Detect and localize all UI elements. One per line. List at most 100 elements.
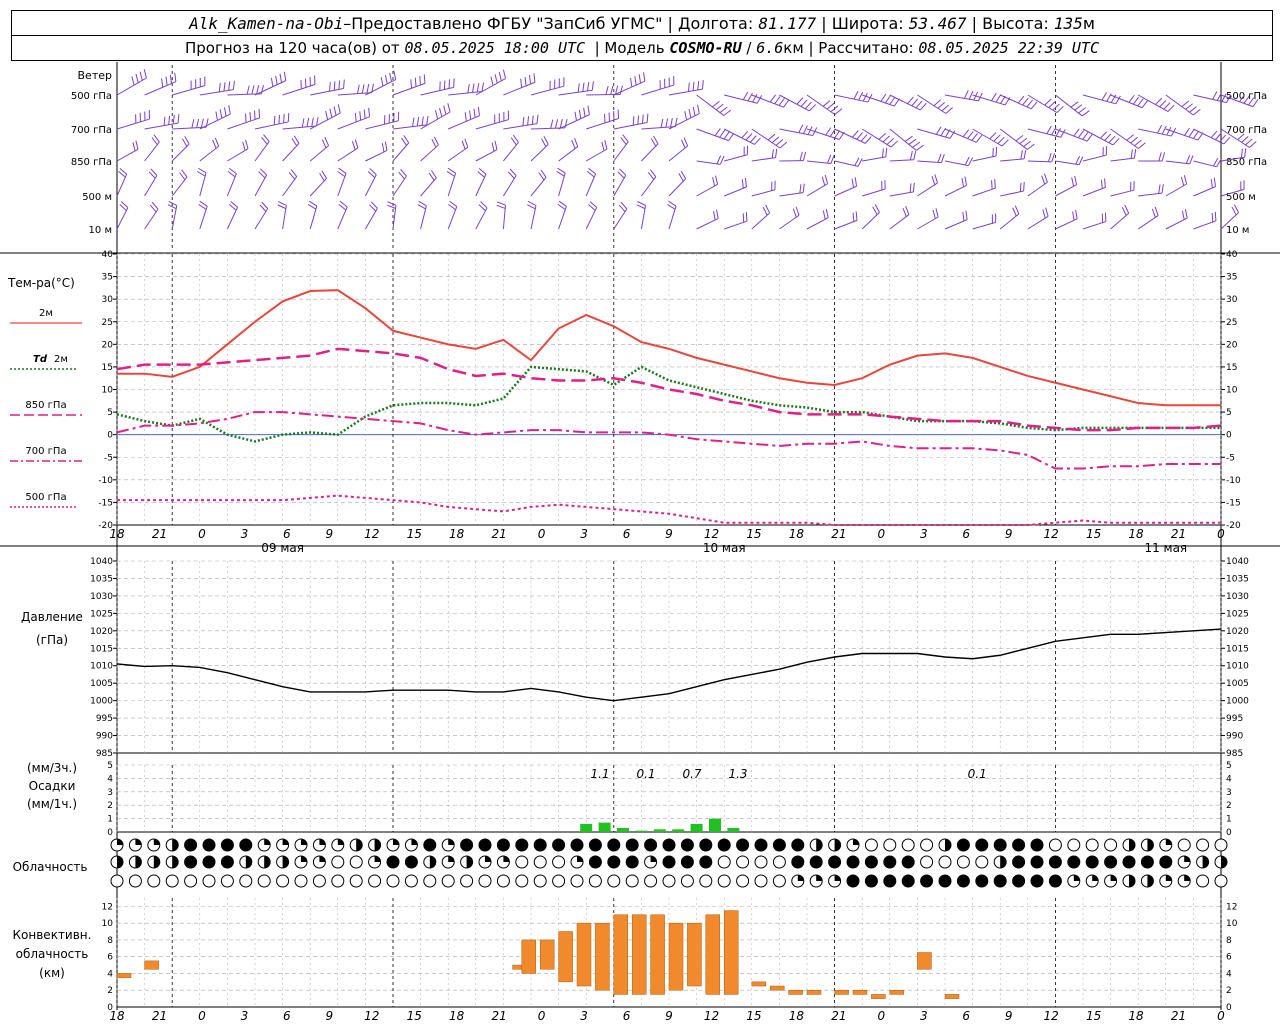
wind-barb-flag: [339, 200, 348, 208]
wind-barb-shaft: [558, 146, 579, 162]
wind-barb-shaft: [447, 206, 458, 230]
cloud-cover-symbol: [993, 838, 1007, 852]
wind-barb-flag: [588, 167, 596, 175]
cloud-cover-symbol: [515, 838, 529, 852]
wind-barb-flag: [1151, 208, 1156, 218]
wind-barb-flag: [775, 148, 778, 158]
cloud-cover-symbol: [349, 855, 363, 869]
cloud-cover-symbol: [1048, 838, 1062, 852]
wind-barb-flag: [1167, 104, 1175, 112]
cloud-cover-symbol: [496, 838, 510, 852]
wind-barb-flag: [862, 92, 868, 102]
cloud-circle: [772, 855, 786, 869]
wind-barb-flag: [434, 110, 439, 120]
wind-barb-flag: [380, 77, 384, 87]
wind-barb-shaft: [862, 94, 895, 107]
cloud-cover-symbol: [1159, 855, 1173, 869]
wind-barb-flag: [522, 116, 525, 126]
wind-barb-flag: [618, 204, 626, 213]
wind-barb-flag: [1181, 210, 1185, 220]
wind-barb-flag: [118, 171, 126, 178]
pressure-tick-label-left: 1005: [90, 679, 113, 689]
cloud-half: [1147, 875, 1154, 887]
wind-barb-flag: [490, 76, 494, 86]
cloud-circle: [920, 838, 934, 852]
wind-barb-shaft: [806, 183, 828, 197]
wind-barb-shaft: [1137, 215, 1159, 230]
wind-barb-shaft: [530, 143, 549, 162]
wind-barb-flag: [827, 154, 832, 164]
pressure-tick-label-left: 1030: [90, 592, 113, 602]
wind-barb-shaft: [917, 216, 939, 230]
wind-barb-flag: [834, 130, 841, 139]
temp-tick-label-right: -15: [1226, 498, 1241, 508]
wind-barb-shaft: [834, 185, 857, 197]
cloud-cover-symbol: [1159, 874, 1173, 888]
temperature-title: Тем-ра(°C): [7, 276, 75, 290]
cloud-cover-symbol: [680, 855, 694, 869]
wind-barb: [144, 114, 180, 130]
wind-barb-flag: [223, 107, 227, 117]
wind-barb-shaft: [309, 205, 318, 230]
wind-barb-flag: [557, 203, 566, 210]
wind-barb-flag: [343, 79, 345, 89]
convective-bar: [595, 922, 610, 991]
calc-label: Рассчитано:: [818, 39, 914, 57]
cloud-cover-symbol: [625, 855, 639, 869]
wind-barb-flag: [246, 85, 250, 95]
cloud-circle: [920, 874, 934, 888]
wind-barb-flag: [620, 137, 627, 145]
wind-barb: [307, 200, 318, 230]
wind-barb-shaft: [1193, 160, 1217, 168]
wind-barb-shaft: [696, 218, 719, 230]
wind-barb: [392, 74, 426, 96]
wind-barb-flag: [1252, 99, 1259, 107]
wind-barb: [254, 168, 268, 197]
wind-barb-flag: [273, 115, 276, 125]
wind-barb-shaft: [199, 172, 207, 197]
wind-barb-flag: [181, 169, 188, 178]
wind-barb-shaft: [972, 221, 996, 230]
wind-barb-shaft: [530, 205, 537, 230]
wind-barb-flag: [578, 109, 582, 119]
wind-barb: [447, 200, 458, 230]
convective-bar: [521, 939, 537, 974]
wind-barb-flag: [856, 132, 864, 140]
wind-barb-shaft: [1082, 128, 1114, 146]
precip-bar: [580, 823, 593, 832]
cloud-quarter: [264, 839, 271, 845]
cloud-circle: [662, 855, 676, 869]
wind-barb-flag: [227, 170, 236, 178]
wind-barb: [1055, 155, 1084, 166]
wind-barb-shaft: [475, 174, 487, 197]
wind-barb-shaft: [392, 82, 426, 96]
wind-barb: [420, 78, 455, 96]
wind-barb-flag: [325, 110, 329, 120]
day-label: 11 мая: [1144, 541, 1187, 555]
cloud-circle: [1048, 874, 1062, 888]
cloud-half: [1129, 839, 1135, 851]
wind-barb-shaft: [364, 207, 378, 230]
wind-barb-flag: [909, 151, 913, 161]
convective-bar: [558, 931, 573, 983]
convective-tick-label-left: 4: [107, 969, 113, 979]
wind-barb: [889, 94, 927, 111]
convective-tick-label-right: 2: [1226, 986, 1232, 996]
cloud-cover-symbol: [515, 874, 529, 888]
cloud-cover-symbol: [662, 874, 676, 888]
wind-barb-shaft: [834, 160, 859, 167]
wind-barb: [641, 169, 657, 197]
wind-barb-flag: [1014, 205, 1020, 215]
wind-barb-shaft: [309, 112, 341, 130]
cloud-circle: [791, 855, 805, 869]
cloud-cover-symbol: [1122, 838, 1136, 852]
wind-barb-flag: [589, 201, 598, 208]
wind-barb: [503, 73, 536, 96]
convective-tick-label-left: 10: [102, 919, 114, 929]
cloud-circle: [607, 855, 621, 869]
wind-barb-flag: [665, 118, 669, 128]
precip-bar: [598, 822, 611, 832]
wind-barb: [530, 118, 568, 130]
pressure-tick-label-left: 1035: [90, 574, 113, 584]
wind-barb-flag: [528, 75, 532, 85]
